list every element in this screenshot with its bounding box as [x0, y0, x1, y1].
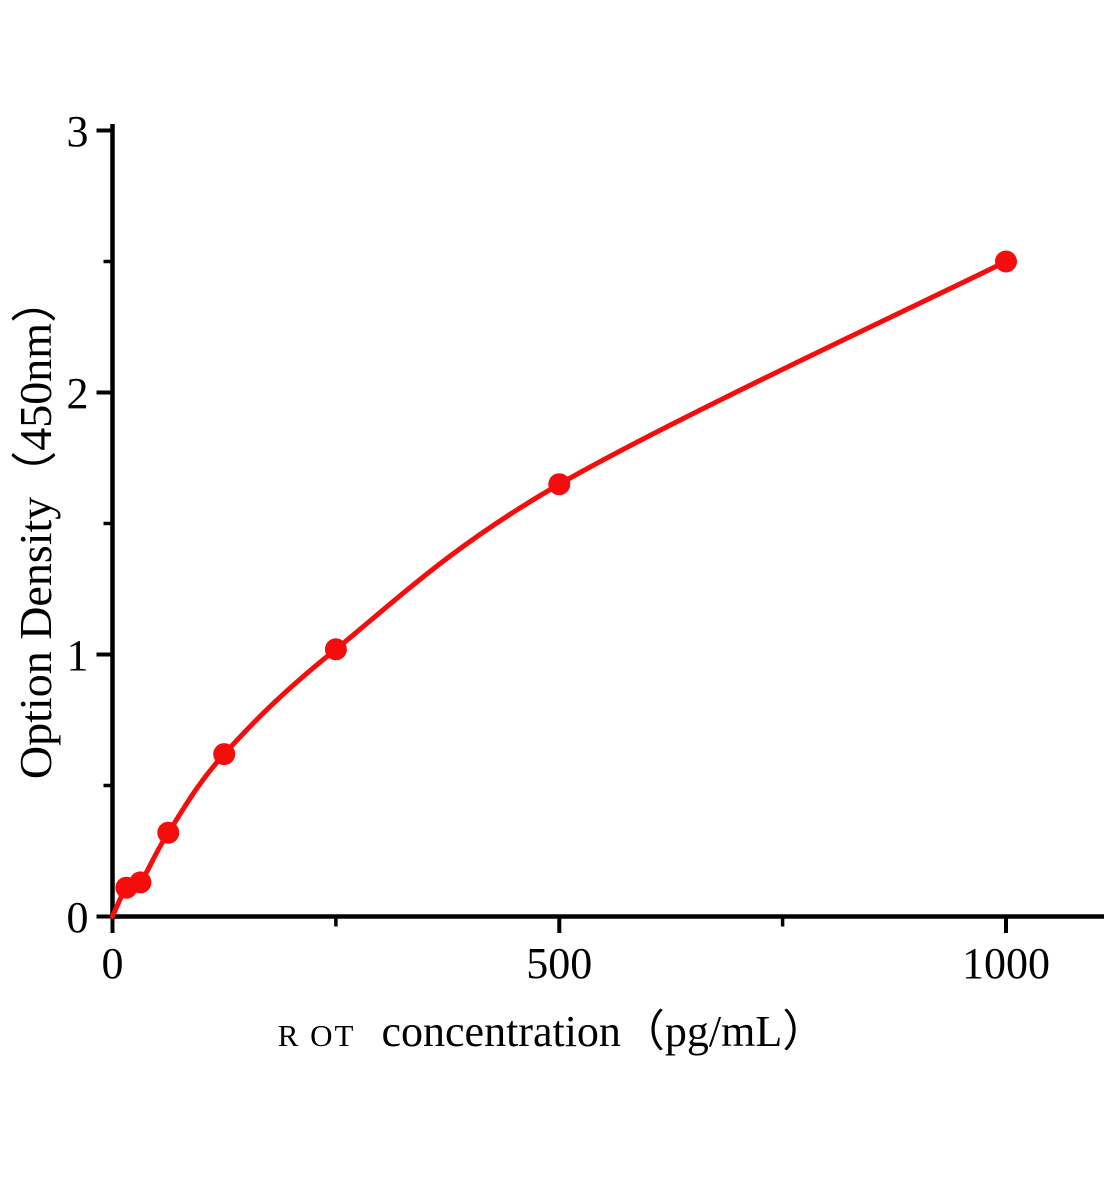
y-tick-label: 0: [67, 893, 89, 942]
data-point: [129, 871, 152, 894]
x-tick-label: 0: [102, 939, 124, 988]
y-axis-title-text: Option Density（450nm）: [10, 276, 61, 780]
x-tick-label: 1000: [962, 939, 1050, 988]
x-tick-label: 500: [526, 939, 592, 988]
data-point: [548, 473, 571, 496]
y-tick-label: 1: [67, 631, 89, 680]
x-axis-title-prefix: R OT: [277, 1018, 356, 1053]
data-point: [213, 743, 236, 766]
y-tick-label: 3: [67, 107, 89, 156]
standard-curve-line: [110, 259, 1009, 919]
data-point: [324, 638, 347, 661]
data-point: [995, 250, 1017, 273]
x-axis-title: R OT concentration（pg/mL）: [0, 995, 1104, 1059]
data-point: [157, 821, 180, 844]
x-axis-title-main: concentration（pg/mL）: [381, 1007, 827, 1056]
y-tick-label: 2: [67, 369, 89, 418]
